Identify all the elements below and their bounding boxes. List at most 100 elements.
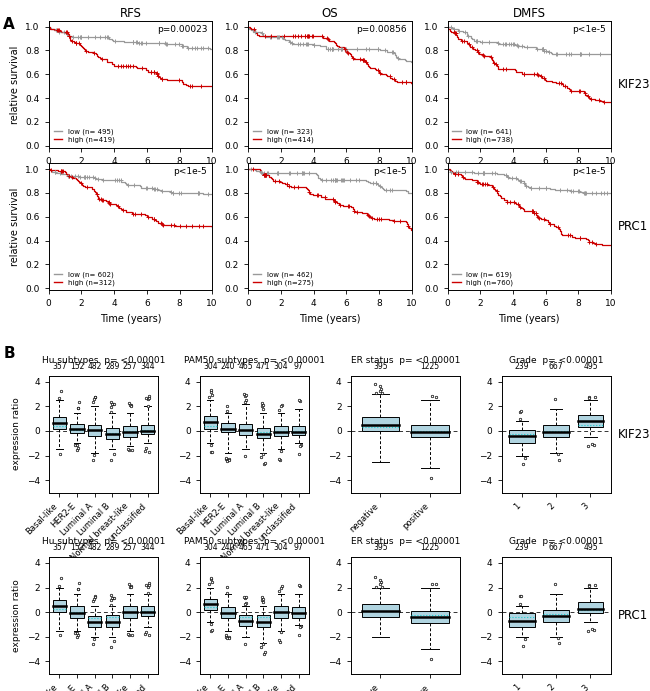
Text: PRC1: PRC1 (618, 220, 648, 234)
Text: 482: 482 (88, 362, 102, 371)
Bar (239, 424, 252, 435)
Text: p=0.00023: p=0.00023 (157, 25, 207, 34)
Bar (577, 415, 603, 427)
Bar (105, 615, 119, 627)
Bar (203, 417, 217, 428)
Text: 465: 465 (239, 362, 253, 371)
Bar (88, 616, 101, 627)
Text: p<1e-5: p<1e-5 (573, 167, 606, 176)
Title: RFS: RFS (120, 6, 142, 19)
Text: 344: 344 (140, 543, 155, 552)
Y-axis label: expression ratio: expression ratio (12, 398, 21, 471)
Y-axis label: relative survival: relative survival (10, 188, 20, 266)
Text: 395: 395 (373, 362, 388, 371)
Text: KIF23: KIF23 (618, 428, 650, 441)
Text: 395: 395 (373, 543, 388, 552)
Title: DMFS: DMFS (513, 6, 546, 19)
Text: 239: 239 (515, 543, 529, 552)
Text: 289: 289 (105, 543, 120, 552)
Bar (292, 607, 306, 618)
Text: 257: 257 (123, 543, 137, 552)
Bar (543, 609, 569, 622)
Text: 257: 257 (123, 362, 137, 371)
Bar (124, 426, 136, 437)
Bar (509, 430, 535, 444)
Bar (141, 424, 154, 435)
Bar (124, 606, 136, 618)
Title: Grade  p= <0.00001: Grade p= <0.00001 (509, 538, 604, 547)
X-axis label: Time (years): Time (years) (99, 314, 161, 324)
Text: 240: 240 (221, 543, 235, 552)
Bar (361, 603, 399, 617)
Title: PAM50 subtypes  p= <0.00001: PAM50 subtypes p= <0.00001 (184, 356, 325, 365)
Bar (53, 600, 66, 612)
Text: p<1e-5: p<1e-5 (174, 167, 207, 176)
Legend: low (n= 462), high (n=275): low (n= 462), high (n=275) (252, 269, 315, 287)
Bar (53, 417, 66, 429)
Bar (292, 426, 306, 435)
Text: p<1e-5: p<1e-5 (373, 167, 407, 176)
Text: 152: 152 (70, 543, 84, 552)
Bar (257, 428, 270, 438)
Legend: low (n= 602), high (n=312): low (n= 602), high (n=312) (52, 269, 116, 287)
Bar (411, 425, 449, 437)
Bar (274, 426, 287, 436)
Text: 97: 97 (294, 362, 304, 371)
Bar (411, 611, 449, 623)
Y-axis label: relative survival: relative survival (10, 45, 20, 124)
Legend: low (n= 323), high (n=414): low (n= 323), high (n=414) (252, 127, 315, 144)
Bar (70, 606, 84, 618)
Text: p=0.00856: p=0.00856 (356, 25, 407, 34)
Legend: low (n= 619), high (n=760): low (n= 619), high (n=760) (451, 269, 515, 287)
Bar (88, 424, 101, 435)
Bar (361, 417, 399, 431)
Bar (577, 603, 603, 614)
Text: 239: 239 (515, 362, 529, 371)
Text: 471: 471 (256, 362, 270, 371)
Text: 357: 357 (52, 362, 67, 371)
Title: Hu subtypes  p= <0.00001: Hu subtypes p= <0.00001 (42, 356, 165, 365)
Bar (221, 423, 235, 433)
Text: 482: 482 (88, 543, 102, 552)
X-axis label: Time (years): Time (years) (499, 314, 560, 324)
Text: 97: 97 (294, 543, 304, 552)
Text: 471: 471 (256, 543, 270, 552)
Text: 304: 304 (203, 362, 218, 371)
Text: 152: 152 (70, 362, 84, 371)
Bar (70, 424, 84, 433)
Title: ER status  p= <0.00001: ER status p= <0.00001 (350, 356, 460, 365)
Text: 344: 344 (140, 362, 155, 371)
Title: Grade  p= <0.00001: Grade p= <0.00001 (509, 356, 604, 365)
Legend: low (n= 495), high (n=419): low (n= 495), high (n=419) (52, 127, 116, 144)
Title: PAM50 subtypes  p= <0.00001: PAM50 subtypes p= <0.00001 (184, 538, 325, 547)
Text: 1225: 1225 (421, 362, 440, 371)
Bar (221, 607, 235, 618)
Bar (203, 598, 217, 609)
Legend: low (n= 641), high (n=738): low (n= 641), high (n=738) (451, 127, 515, 144)
Bar (105, 428, 119, 439)
Y-axis label: expression ratio: expression ratio (12, 579, 21, 652)
Bar (543, 425, 569, 437)
X-axis label: Time (years): Time (years) (299, 314, 361, 324)
Text: 495: 495 (583, 543, 598, 552)
Text: 240: 240 (221, 362, 235, 371)
Text: 304: 304 (274, 543, 288, 552)
Bar (239, 615, 252, 626)
Title: ER status  p= <0.00001: ER status p= <0.00001 (350, 538, 460, 547)
Text: PRC1: PRC1 (618, 609, 648, 622)
Text: p<1e-5: p<1e-5 (573, 25, 606, 34)
Text: 1225: 1225 (421, 543, 440, 552)
Text: 667: 667 (549, 362, 564, 371)
Title: OS: OS (322, 6, 338, 19)
Text: B: B (3, 346, 15, 361)
Title: Hu subtypes  p= <0.00001: Hu subtypes p= <0.00001 (42, 538, 165, 547)
Text: 304: 304 (274, 362, 288, 371)
Bar (509, 614, 535, 627)
Text: 304: 304 (203, 543, 218, 552)
Bar (141, 606, 154, 616)
Text: A: A (3, 17, 15, 32)
Text: 667: 667 (549, 543, 564, 552)
Text: 357: 357 (52, 543, 67, 552)
Text: 465: 465 (239, 543, 253, 552)
Bar (274, 606, 287, 618)
